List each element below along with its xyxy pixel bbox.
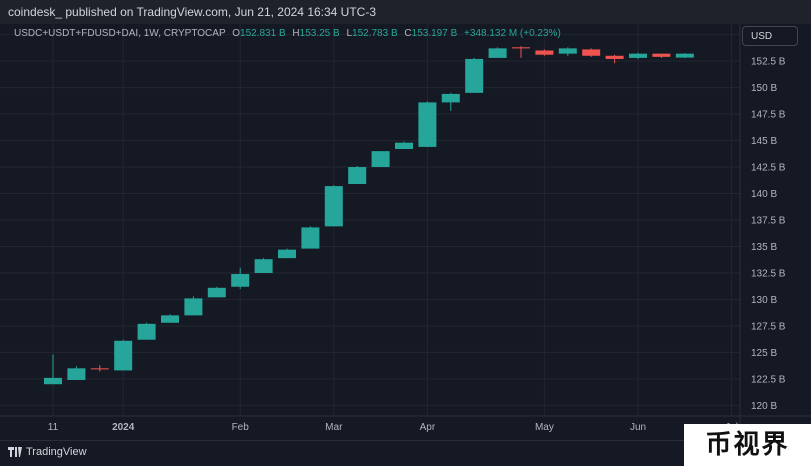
candlestick-chart[interactable]: 120 B 122.5 B 125 B 127.5 B 130 B 132.5 B 135 … [0, 24, 811, 440]
candle-up [395, 142, 413, 150]
low-value: 152.783 B [352, 28, 398, 39]
price-tick-label: 152.5 B [751, 57, 786, 68]
price-tick-label: 147.5 B [751, 110, 786, 121]
candle-down [535, 50, 554, 55]
publish-header: coindesk_ published on TradingView.com, … [0, 0, 811, 24]
price-tick-label: 122.5 B [751, 374, 786, 385]
candle-down [605, 55, 624, 59]
time-tick-label: Jun [630, 422, 646, 433]
candle-up [465, 58, 484, 93]
price-tick-label: 145 B [751, 136, 777, 147]
candle-down [582, 49, 601, 56]
candle-up [348, 167, 367, 184]
time-tick-label: Apr [420, 422, 436, 433]
close-value: 153.197 B [411, 28, 458, 39]
candle-up [301, 227, 320, 249]
high-key: H [292, 28, 300, 39]
footer: TradingView [0, 440, 811, 466]
candle-down [652, 53, 671, 57]
candle-up [254, 259, 273, 273]
price-tick-label: 120 B [751, 401, 777, 412]
candle-up [324, 186, 343, 227]
candle-up [371, 151, 390, 168]
candle-up [558, 48, 577, 54]
candle-up [441, 93, 460, 103]
close-key: C [404, 28, 412, 39]
symbol-label: USDC+USDT+FDUSD+DAI, 1W, CRYPTOCAP [14, 28, 226, 39]
price-tick-label: 140 B [751, 189, 777, 200]
price-tick-label: 125 B [751, 348, 777, 359]
candle-down [512, 47, 530, 49]
chart-area[interactable]: 120 B 122.5 B 125 B 127.5 B 130 B 132.5 B 135 … [0, 24, 811, 440]
tradingview-brand: TradingView [26, 446, 87, 458]
price-tick-label: 132.5 B [751, 268, 786, 279]
tradingview-logo[interactable]: TradingView [8, 446, 87, 458]
candle-up [207, 287, 226, 298]
price-tick-label: 135 B [751, 242, 777, 253]
candle-up [418, 102, 437, 147]
candle-up [67, 368, 86, 380]
time-tick-label: 11 [48, 422, 59, 433]
candle-up [488, 48, 507, 58]
candle-down [90, 368, 109, 370]
price-tick-label: 150 B [751, 83, 777, 94]
open-value: 152.831 B [240, 28, 286, 39]
watermark: 币视界 [684, 424, 811, 466]
candle-up [137, 323, 156, 340]
high-value: 153.25 B [299, 28, 340, 39]
time-tick-label: 2024 [112, 422, 135, 433]
publisher-line: coindesk_ published on TradingView.com, … [8, 5, 377, 19]
candle-up [44, 377, 62, 385]
low-key: L [346, 28, 353, 39]
candle-up [675, 53, 694, 58]
price-tick-label: 130 B [751, 295, 777, 306]
candle-up [231, 274, 250, 287]
candle-up [278, 249, 296, 259]
plot-background [0, 24, 811, 440]
chart-legend: USDC+USDT+FDUSD+DAI, 1W, CRYPTOCAP O152.… [14, 28, 561, 39]
candle-up [161, 315, 179, 323]
price-tick-label: 127.5 B [751, 321, 786, 332]
change-value: +348.132 M (+0.23%) [464, 28, 561, 39]
price-tick-label: 137.5 B [751, 216, 786, 227]
candle-up [629, 53, 647, 58]
open-key: O [232, 28, 241, 39]
time-tick-label: May [535, 422, 554, 433]
candle-up [114, 340, 133, 371]
price-tick-label: 142.5 B [751, 163, 786, 174]
time-tick-label: Mar [325, 422, 343, 433]
candle-up [184, 298, 203, 316]
currency-button[interactable]: USD [742, 26, 798, 46]
time-tick-label: Feb [232, 422, 250, 433]
tradingview-logo-icon [8, 447, 22, 458]
